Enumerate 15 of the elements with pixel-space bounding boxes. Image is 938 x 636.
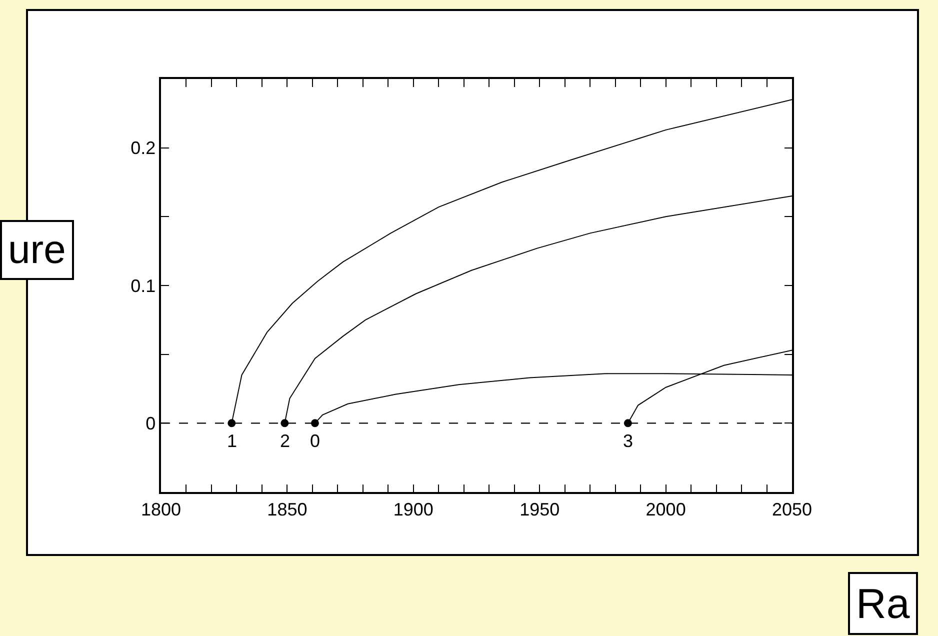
y-tick-label: 0.1 [130, 276, 156, 296]
text: ure [8, 228, 66, 272]
x-tick-label: 1850 [267, 499, 308, 520]
x-tick-label: 1950 [520, 499, 560, 520]
x-tick-label: 1800 [140, 499, 182, 520]
y-tick-label: 0.2 [130, 138, 156, 158]
annotation: 3 [623, 431, 634, 451]
y-tick-label: 0 [146, 413, 156, 434]
annotation: 0 [310, 431, 320, 451]
x-tick-label: 2000 [646, 499, 686, 520]
annotation: 2 [280, 431, 290, 451]
x-tick-label: 1900 [393, 499, 434, 520]
x-tick-label: 2050 [772, 499, 812, 520]
text: Ra [856, 580, 910, 627]
annotation: 1 [227, 431, 238, 451]
